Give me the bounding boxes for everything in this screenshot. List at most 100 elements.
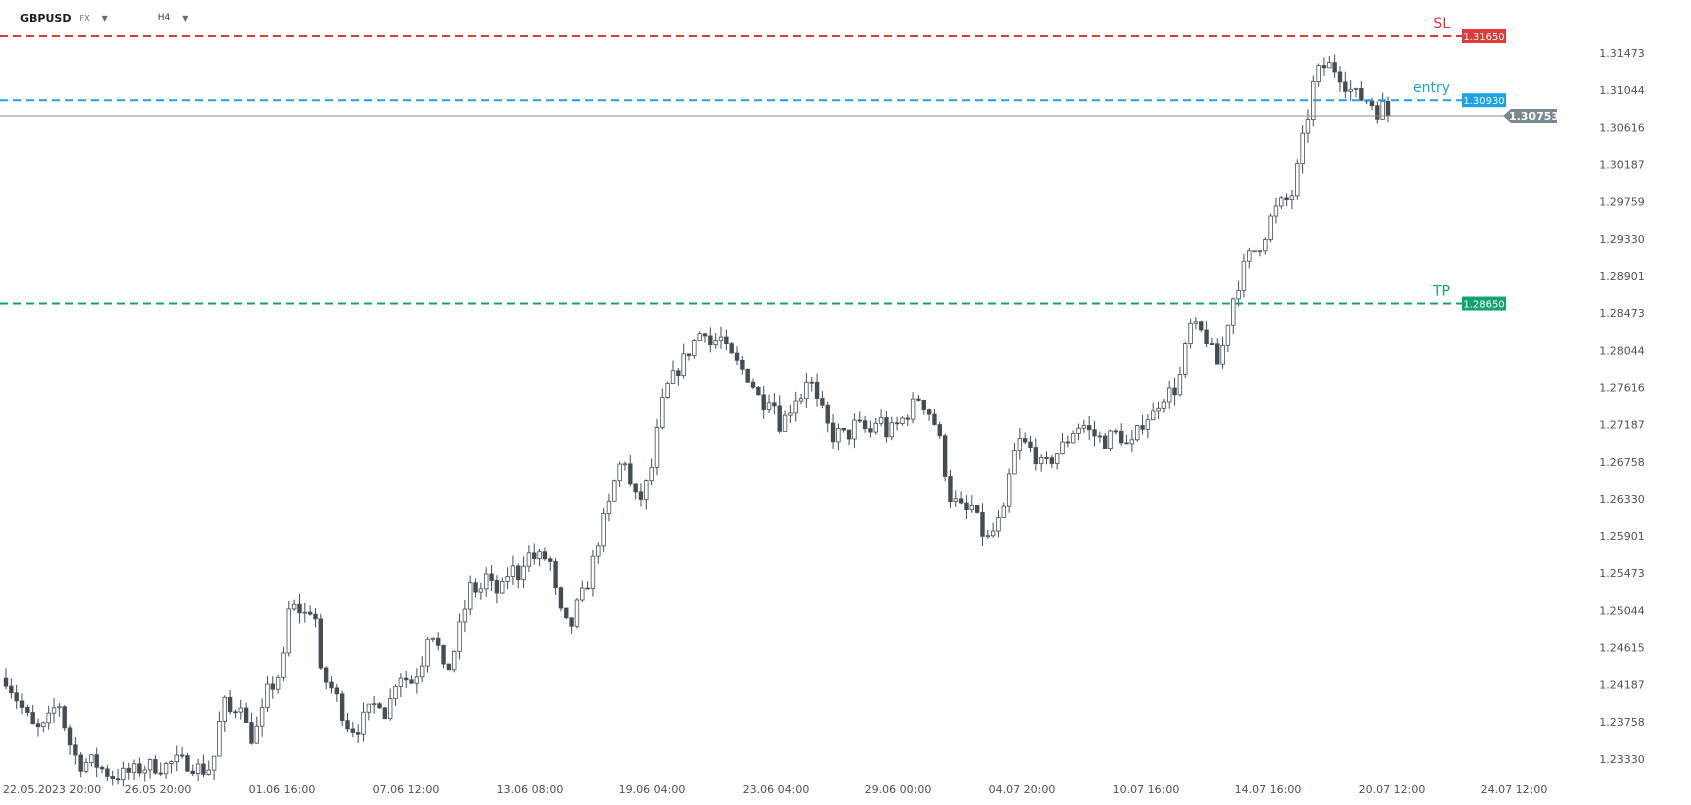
candle-body xyxy=(1012,450,1017,475)
candle-body xyxy=(249,722,254,744)
timeframe-label[interactable]: H4 xyxy=(157,13,171,23)
candle xyxy=(804,372,809,409)
level-label: TP xyxy=(1432,284,1450,300)
candle-body xyxy=(644,480,649,500)
candle-body xyxy=(339,693,345,721)
level-price-badge xyxy=(1462,29,1506,43)
candle xyxy=(1177,366,1183,397)
candle xyxy=(809,376,814,392)
candle xyxy=(1076,423,1081,441)
candle xyxy=(489,564,494,592)
candle xyxy=(761,385,766,419)
candle-body xyxy=(553,561,558,589)
candle xyxy=(30,705,35,725)
candle xyxy=(206,760,211,776)
candle xyxy=(1359,80,1364,102)
candle xyxy=(366,703,372,721)
timeframe-dropdown-icon[interactable]: ▼ xyxy=(182,13,189,23)
y-tick-label: 1.25044 xyxy=(1599,604,1645,617)
candle xyxy=(1209,337,1215,346)
candle-body xyxy=(302,611,308,614)
current-price-value: 1.30753 xyxy=(1509,110,1559,123)
candle-body xyxy=(387,698,393,720)
candle-body xyxy=(281,652,286,678)
candle-body xyxy=(190,770,195,775)
candle xyxy=(990,522,996,538)
candle xyxy=(46,705,51,730)
y-tick-label: 1.28901 xyxy=(1599,270,1645,283)
candle xyxy=(622,461,628,471)
candle-body xyxy=(1263,239,1268,252)
candle xyxy=(681,343,686,379)
candle-body xyxy=(1321,65,1327,69)
candle-body xyxy=(1295,163,1300,197)
candle-body xyxy=(1140,425,1145,430)
candle-body xyxy=(905,417,910,420)
candle xyxy=(25,704,30,717)
level-label: SL xyxy=(1433,16,1450,32)
candle-body xyxy=(814,381,820,399)
candle-body xyxy=(286,608,292,654)
x-tick-label: 01.06 16:00 xyxy=(249,783,316,796)
candle xyxy=(1151,402,1156,421)
candle xyxy=(654,418,660,476)
candle xyxy=(425,637,430,673)
candle xyxy=(1070,430,1076,444)
candle xyxy=(782,410,788,432)
candle-body xyxy=(243,707,249,723)
x-tick-label: 07.06 12:00 xyxy=(373,783,440,796)
candle xyxy=(1225,324,1231,353)
candle xyxy=(548,556,553,572)
y-tick-label: 1.27616 xyxy=(1599,381,1645,394)
candle-body xyxy=(265,683,270,708)
candle-body xyxy=(1172,387,1177,396)
candle xyxy=(446,663,452,671)
symbol-dropdown-icon[interactable]: ▼ xyxy=(101,13,108,23)
candle xyxy=(387,688,393,721)
candle-body xyxy=(1102,435,1108,449)
candle-body xyxy=(137,763,142,774)
symbol-label[interactable]: GBPUSD xyxy=(20,11,72,25)
candle xyxy=(105,764,110,781)
candle xyxy=(702,332,708,343)
candle xyxy=(361,702,366,742)
candle xyxy=(724,329,729,351)
candle-body xyxy=(932,413,937,425)
candle-body xyxy=(350,728,356,733)
candle-body xyxy=(1380,100,1385,120)
candle-body xyxy=(942,435,948,477)
candle xyxy=(238,699,243,720)
candle-body xyxy=(1332,62,1337,73)
candle-body xyxy=(665,383,670,398)
candle-body xyxy=(756,386,761,396)
candle-body xyxy=(1231,298,1236,326)
candle-body xyxy=(809,381,814,384)
candle-body xyxy=(617,463,622,482)
candle xyxy=(772,393,777,415)
candle xyxy=(676,367,681,386)
candle-body xyxy=(1060,441,1065,455)
candle xyxy=(980,503,985,546)
candle-body xyxy=(67,727,73,746)
candle-body xyxy=(974,505,980,513)
candle-body xyxy=(532,552,537,560)
candle-body xyxy=(702,333,708,337)
candle-body xyxy=(548,558,553,562)
candle xyxy=(1129,430,1135,453)
x-tick-label: 04.07 20:00 xyxy=(989,783,1056,796)
candle xyxy=(243,702,249,723)
candle-body xyxy=(750,381,756,388)
candle-body xyxy=(830,422,836,443)
candle-body xyxy=(1199,321,1204,331)
candle xyxy=(921,399,926,415)
candle xyxy=(1284,193,1289,206)
y-axis: 1.31473 1.31044 1.30616 1.30187 1.29759 1.293… xyxy=(1599,47,1645,766)
candle-body xyxy=(734,352,740,361)
candle-body xyxy=(852,419,857,440)
candle xyxy=(985,529,991,539)
candle xyxy=(147,758,153,779)
candle-body xyxy=(953,498,958,503)
candle xyxy=(83,758,89,774)
